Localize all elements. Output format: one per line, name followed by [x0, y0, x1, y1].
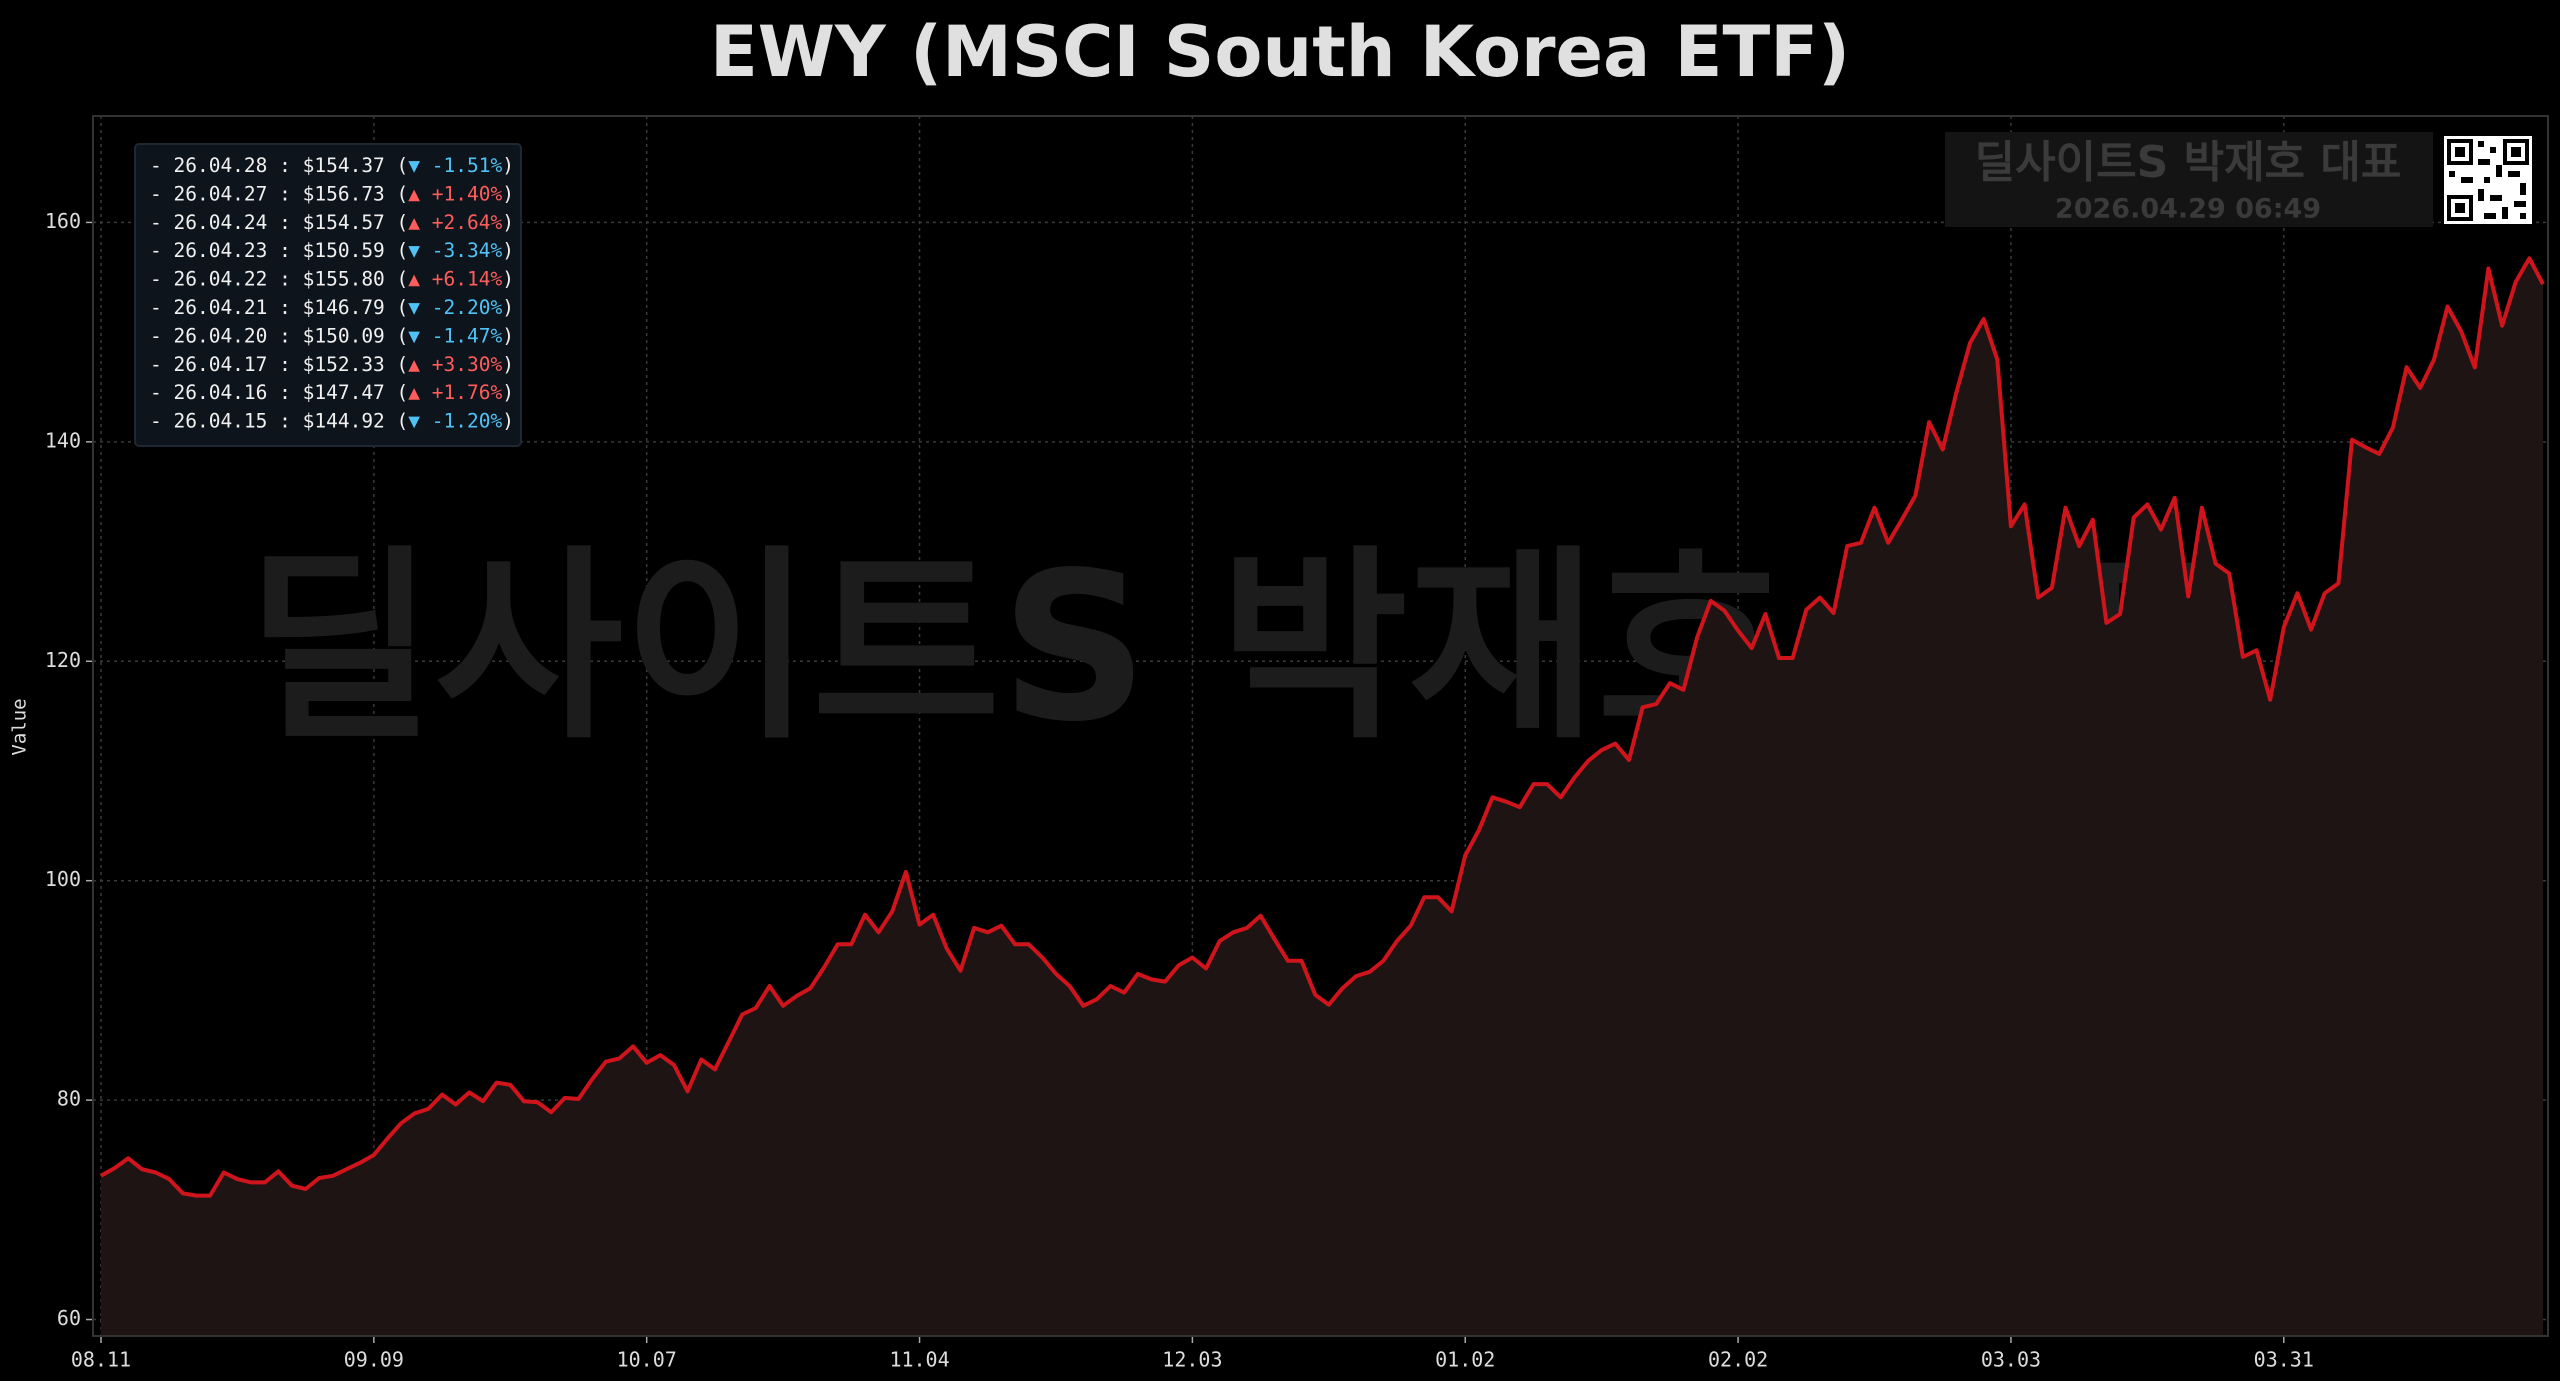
info-suffix: ) — [502, 352, 514, 375]
info-prefix: - 26.04.27 : $156.73 ( — [150, 182, 408, 205]
y-tick-label: 60 — [57, 1306, 81, 1330]
info-line: - 26.04.24 : $154.57 (▲ +2.64%) — [150, 210, 514, 233]
qr-finder — [2511, 147, 2521, 157]
x-tick-label: 11.04 — [889, 1348, 949, 1372]
info-change: ▲ +3.30% — [408, 352, 502, 375]
x-tick-label: 09.09 — [344, 1348, 404, 1372]
info-prefix: - 26.04.20 : $150.09 ( — [150, 324, 408, 347]
qr-finder — [2455, 147, 2465, 157]
info-box — [134, 143, 522, 447]
qr-finder — [2455, 203, 2465, 213]
info-lines: - 26.04.28 : $154.37 (▼ -1.51%)- 26.04.2… — [150, 154, 514, 433]
line — [100, 256, 2545, 1198]
x-tick-label: 01.02 — [1435, 1348, 1495, 1372]
x-tick-label: 08.11 — [71, 1348, 131, 1372]
info-change: ▲ +6.14% — [408, 267, 502, 290]
info-prefix: - 26.04.28 : $154.37 ( — [150, 154, 408, 177]
badge-timestamp: 2026.04.29 06:49 — [2055, 194, 2321, 225]
info-line: - 26.04.21 : $146.79 (▼ -2.20%) — [150, 296, 514, 319]
info-prefix: - 26.04.22 : $155.80 ( — [150, 267, 408, 290]
info-prefix: - 26.04.24 : $154.57 ( — [150, 210, 408, 233]
plot — [100, 256, 2545, 1336]
chart-title: EWY (MSCI South Korea ETF) — [710, 11, 1850, 93]
qr-finder — [2503, 139, 2529, 165]
y-tick-label: 80 — [57, 1087, 81, 1111]
info-line: - 26.04.20 : $150.09 (▼ -1.47%) — [150, 324, 514, 347]
badge-box — [1945, 132, 2433, 227]
info-line: - 26.04.27 : $156.73 (▲ +1.40%) — [150, 182, 514, 205]
x-tick-label: 12.03 — [1162, 1348, 1222, 1372]
qr-finder — [2447, 195, 2473, 221]
qr-finder — [2447, 139, 2473, 165]
info-change: ▼ -2.20% — [408, 296, 502, 319]
info-change: ▲ +1.40% — [408, 182, 502, 205]
x-tick-label: 02.02 — [1708, 1348, 1768, 1372]
info-line: - 26.04.23 : $150.59 (▼ -3.34%) — [150, 239, 514, 262]
y-tick-label: 100 — [45, 867, 81, 891]
info-change: ▼ -1.51% — [408, 154, 502, 177]
info-prefix: - 26.04.17 : $152.33 ( — [150, 352, 408, 375]
badge-name: 딜사이트S 박재호 대표 — [1975, 137, 2402, 188]
info-line: - 26.04.22 : $155.80 (▲ +6.14%) — [150, 267, 514, 290]
info-prefix: - 26.04.23 : $150.59 ( — [150, 239, 408, 262]
info-line: - 26.04.16 : $147.47 (▲ +1.76%) — [150, 381, 514, 404]
info-suffix: ) — [502, 324, 514, 347]
info-change: ▲ +1.76% — [408, 381, 502, 404]
info-suffix: ) — [502, 182, 514, 205]
x-tick-label: 03.31 — [2254, 1348, 2314, 1372]
y-tick-label: 140 — [45, 428, 81, 452]
info-line: - 26.04.28 : $154.37 (▼ -1.51%) — [150, 154, 514, 177]
info-change: ▼ -3.34% — [408, 239, 502, 262]
info-suffix: ) — [502, 210, 514, 233]
info-change: ▼ -1.47% — [408, 324, 502, 347]
qr-code — [2444, 136, 2532, 224]
info-change: ▼ -1.20% — [408, 409, 502, 432]
info-change: ▲ +2.64% — [408, 210, 502, 233]
info-line: - 26.04.15 : $144.92 (▼ -1.20%) — [150, 409, 514, 432]
y-axis-label: Value — [9, 698, 31, 755]
area — [101, 258, 2543, 1336]
info-prefix: - 26.04.16 : $147.47 ( — [150, 381, 408, 404]
info-line: - 26.04.17 : $152.33 (▲ +3.30%) — [150, 352, 514, 375]
plot-border — [92, 115, 2549, 1337]
y-tick-label: 120 — [45, 648, 81, 672]
qr-modules — [2449, 141, 2526, 219]
info-suffix: ) — [502, 154, 514, 177]
info-suffix: ) — [502, 267, 514, 290]
info-prefix: - 26.04.15 : $144.92 ( — [150, 409, 408, 432]
x-tick-label: 03.03 — [1981, 1348, 2041, 1372]
info-suffix: ) — [502, 296, 514, 319]
info-suffix: ) — [502, 409, 514, 432]
info-suffix: ) — [502, 381, 514, 404]
info-suffix: ) — [502, 239, 514, 262]
x-tick-label: 10.07 — [617, 1348, 677, 1372]
y-tick-label: 160 — [45, 209, 81, 233]
info-prefix: - 26.04.21 : $146.79 ( — [150, 296, 408, 319]
